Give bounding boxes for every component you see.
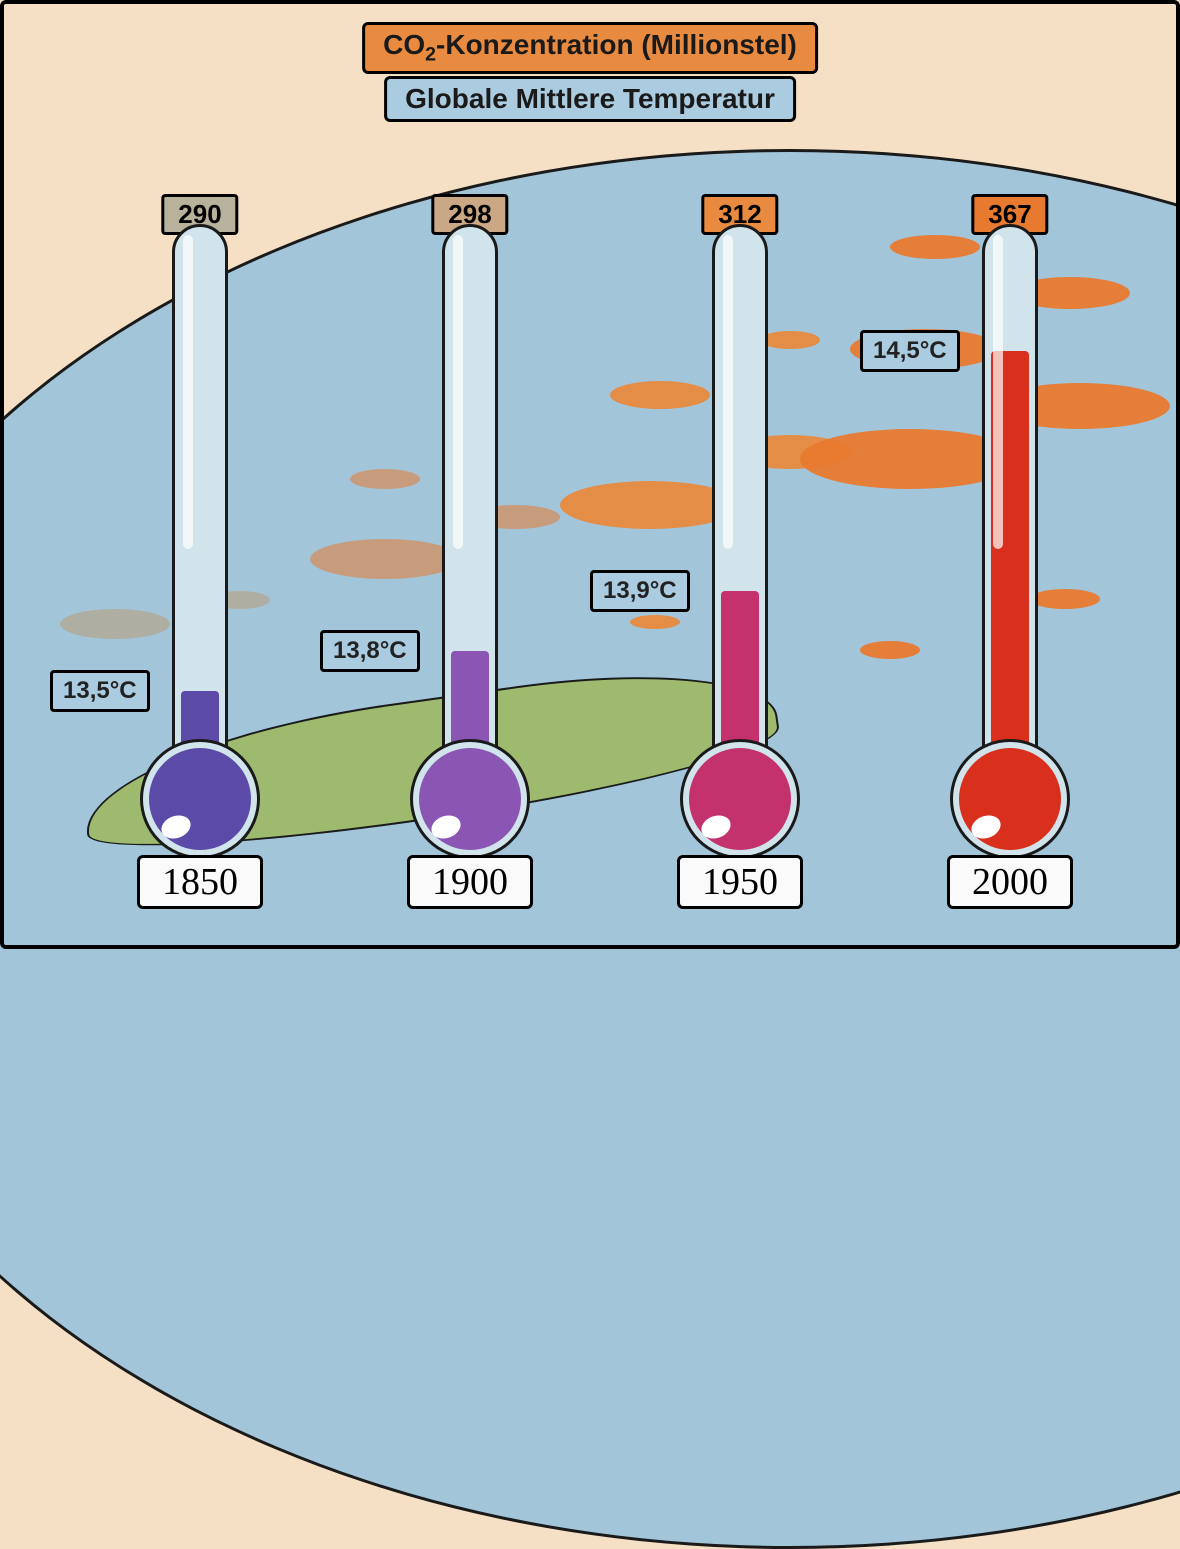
year-label: 1950 — [677, 855, 803, 909]
smoke-cloud — [630, 615, 680, 629]
thermometer-fill — [721, 591, 759, 751]
legend-temp: Globale Mittlere Temperatur — [384, 76, 796, 122]
legend-co2: CO2-Konzentration (Millionstel) — [362, 22, 818, 74]
temperature-tag: 13,8°C — [320, 630, 420, 672]
smoke-cloud — [350, 469, 420, 489]
thermometer-bulb — [140, 739, 260, 859]
thermometer-tube — [172, 224, 228, 754]
legend-temp-text: Globale Mittlere Temperatur — [405, 83, 775, 114]
smoke-cloud — [610, 381, 710, 409]
thermometer-fill — [451, 651, 489, 751]
thermometer-tube — [442, 224, 498, 754]
thermometer-bulb — [410, 739, 530, 859]
temperature-tag: 13,5°C — [50, 670, 150, 712]
tube-shine — [723, 235, 733, 549]
legend-co2-text: CO2-Konzentration (Millionstel) — [383, 29, 797, 60]
smoke-cloud — [60, 609, 170, 639]
smoke-cloud — [860, 641, 920, 659]
thermometer-bulb — [680, 739, 800, 859]
smoke-cloud — [760, 331, 820, 349]
thermometer-tube — [982, 224, 1038, 754]
year-label: 1850 — [137, 855, 263, 909]
thermometer-tube — [712, 224, 768, 754]
thermometer-bulb — [950, 739, 1070, 859]
temperature-tag: 13,9°C — [590, 570, 690, 612]
temperature-tag: 14,5°C — [860, 330, 960, 372]
tube-shine — [993, 235, 1003, 549]
year-label: 1900 — [407, 855, 533, 909]
tube-shine — [183, 235, 193, 549]
tube-shine — [453, 235, 463, 549]
smoke-cloud — [310, 539, 460, 579]
year-label: 2000 — [947, 855, 1073, 909]
smoke-cloud — [1030, 589, 1100, 609]
smoke-cloud — [890, 235, 980, 259]
